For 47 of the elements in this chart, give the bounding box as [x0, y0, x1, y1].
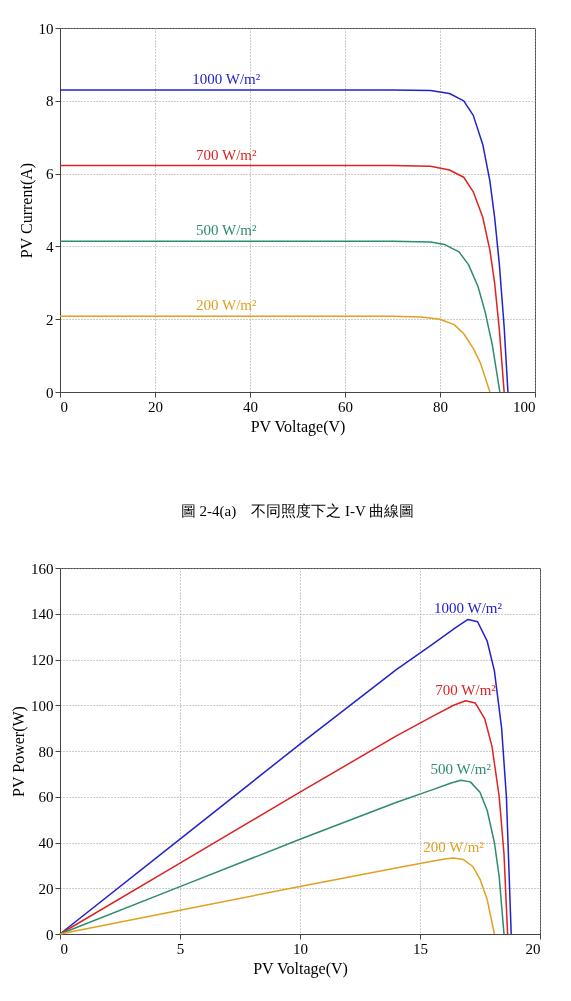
- line-series: [59, 315, 491, 393]
- line-series: [59, 699, 509, 935]
- series-label: 700 W/m²: [196, 146, 257, 163]
- y-axis-title: PV Current(A): [17, 162, 36, 259]
- y-axis-title: PV Power(W): [10, 706, 28, 797]
- x-tick-label: 100: [513, 398, 536, 415]
- y-tick-label: 2: [46, 311, 54, 328]
- series-label: 1000 W/m²: [192, 70, 261, 87]
- x-tick-label: 0: [60, 398, 68, 415]
- y-tick-label: 0: [46, 926, 54, 943]
- x-axis-title: PV Voltage(V): [253, 959, 348, 978]
- series-label: 700 W/m²: [435, 681, 497, 698]
- series-label: 500 W/m²: [196, 222, 257, 239]
- line-series: [59, 164, 505, 393]
- y-tick-label: 100: [31, 697, 54, 714]
- y-tick-label: 120: [31, 652, 54, 668]
- y-tick-label: 20: [38, 880, 54, 897]
- line-series: [59, 618, 512, 935]
- y-tick-label: 6: [46, 166, 54, 183]
- line-series: [59, 779, 505, 935]
- series-label: 1000 W/m²: [434, 600, 503, 617]
- x-tick-label: 0: [60, 940, 68, 957]
- x-axis-title: PV Voltage(V): [250, 417, 346, 436]
- y-tick-label: 140: [31, 606, 54, 623]
- y-tick-label: 80: [38, 743, 54, 760]
- line-series: [59, 240, 501, 393]
- y-tick-label: 40: [38, 835, 54, 851]
- x-tick-label: 15: [413, 940, 428, 957]
- line-series: [59, 89, 509, 393]
- x-tick-label: 80: [433, 398, 448, 415]
- x-tick-label: 5: [176, 940, 185, 957]
- y-tick-label: 8: [46, 93, 54, 110]
- x-tick-label: 20: [525, 940, 541, 957]
- series-label: 200 W/m²: [423, 839, 485, 856]
- x-tick-label: 60: [338, 398, 353, 415]
- caption: 圖 2-4(a) 不同照度下之 I-V 曲線圖: [180, 503, 415, 520]
- x-tick-label: 20: [148, 398, 163, 415]
- x-tick-label: 10: [293, 940, 308, 957]
- y-tick-label: 60: [38, 789, 54, 806]
- line-series: [59, 857, 496, 935]
- series-label: 200 W/m²: [196, 297, 257, 314]
- y-tick-label: 10: [38, 20, 54, 37]
- series-label: 500 W/m²: [430, 761, 492, 778]
- y-tick-label: 4: [46, 238, 54, 255]
- x-tick-label: 40: [243, 398, 258, 415]
- y-tick-label: 160: [31, 560, 54, 577]
- y-tick-label: 0: [46, 384, 54, 401]
